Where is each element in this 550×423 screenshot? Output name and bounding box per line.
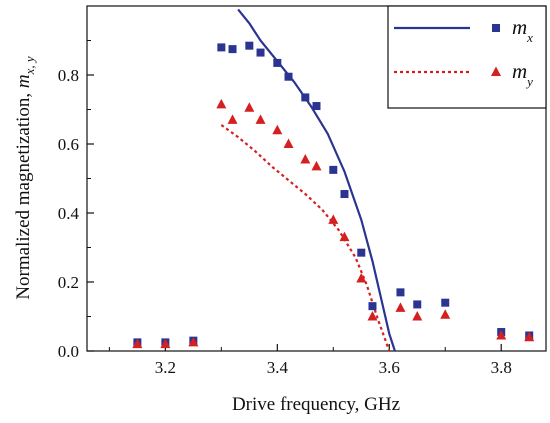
point-my bbox=[356, 273, 367, 283]
point-my bbox=[227, 114, 238, 124]
point-mx bbox=[340, 190, 349, 199]
x-tick-label: 3.2 bbox=[155, 358, 176, 377]
point-mx bbox=[368, 302, 377, 311]
x-tick-label: 3.8 bbox=[491, 358, 512, 377]
point-mx bbox=[441, 298, 450, 307]
point-my bbox=[272, 124, 283, 135]
legend-symbol: m bbox=[512, 15, 527, 39]
point-my bbox=[255, 114, 266, 124]
x-tick-label: 3.6 bbox=[379, 358, 400, 377]
tick-labels: 3.2 3.4 3.6 3.8 0.0 0.2 0.4 0.6 0.8 bbox=[58, 66, 512, 377]
point-my bbox=[440, 309, 451, 319]
y-axis-title-main: Normalized magnetization, bbox=[13, 88, 34, 300]
legend-subscript: x bbox=[526, 30, 533, 45]
data-points bbox=[132, 41, 535, 349]
point-my bbox=[524, 331, 535, 342]
point-my bbox=[328, 214, 339, 224]
point-mx bbox=[228, 45, 237, 54]
legend-symbol: m bbox=[512, 59, 527, 83]
y-axis-title: Normalized magnetization, mx, y bbox=[13, 56, 37, 300]
y-tick-label: 0.2 bbox=[58, 273, 79, 292]
point-mx bbox=[357, 248, 366, 257]
point-my bbox=[496, 329, 507, 340]
point-my bbox=[188, 336, 199, 347]
legend-box bbox=[387, 5, 547, 109]
point-mx bbox=[273, 58, 282, 67]
point-my bbox=[283, 138, 294, 148]
y-tick-label: 0.0 bbox=[58, 342, 79, 361]
point-my bbox=[311, 160, 322, 171]
point-my bbox=[244, 102, 255, 112]
y-tick-label: 0.8 bbox=[58, 66, 79, 85]
point-my bbox=[395, 302, 406, 312]
y-tick-label: 0.4 bbox=[58, 204, 80, 223]
legend-label-my: my bbox=[512, 59, 533, 89]
point-my bbox=[412, 311, 423, 321]
point-mx bbox=[217, 43, 226, 52]
point-my bbox=[300, 154, 311, 164]
point-my bbox=[367, 311, 378, 321]
point-mx bbox=[312, 102, 321, 111]
point-mx bbox=[301, 93, 310, 102]
y-axis-title-subscript: x, y bbox=[22, 56, 37, 75]
point-mx bbox=[245, 41, 254, 50]
point-my bbox=[132, 338, 143, 349]
point-my bbox=[339, 231, 350, 242]
point-mx bbox=[329, 165, 338, 174]
axis-ticks bbox=[87, 40, 502, 352]
point-mx bbox=[396, 288, 405, 297]
model-curves bbox=[220, 8, 396, 352]
y-axis-title-symbol: m bbox=[13, 74, 34, 88]
legend-label-mx: mx bbox=[512, 15, 533, 45]
x-tick-label: 3.4 bbox=[267, 358, 289, 377]
point-mx bbox=[413, 300, 422, 309]
legend-subscript: y bbox=[525, 74, 533, 89]
point-mx bbox=[256, 48, 265, 57]
legend-marker-mx bbox=[492, 24, 500, 32]
curve-my bbox=[220, 124, 391, 352]
point-my bbox=[216, 98, 227, 109]
point-my bbox=[160, 338, 171, 349]
point-mx bbox=[284, 72, 293, 81]
legend-marker-my bbox=[491, 66, 501, 76]
curve-mx bbox=[237, 8, 396, 352]
x-axis-title: Drive frequency, GHz bbox=[232, 394, 400, 415]
y-tick-label: 0.6 bbox=[58, 135, 79, 154]
